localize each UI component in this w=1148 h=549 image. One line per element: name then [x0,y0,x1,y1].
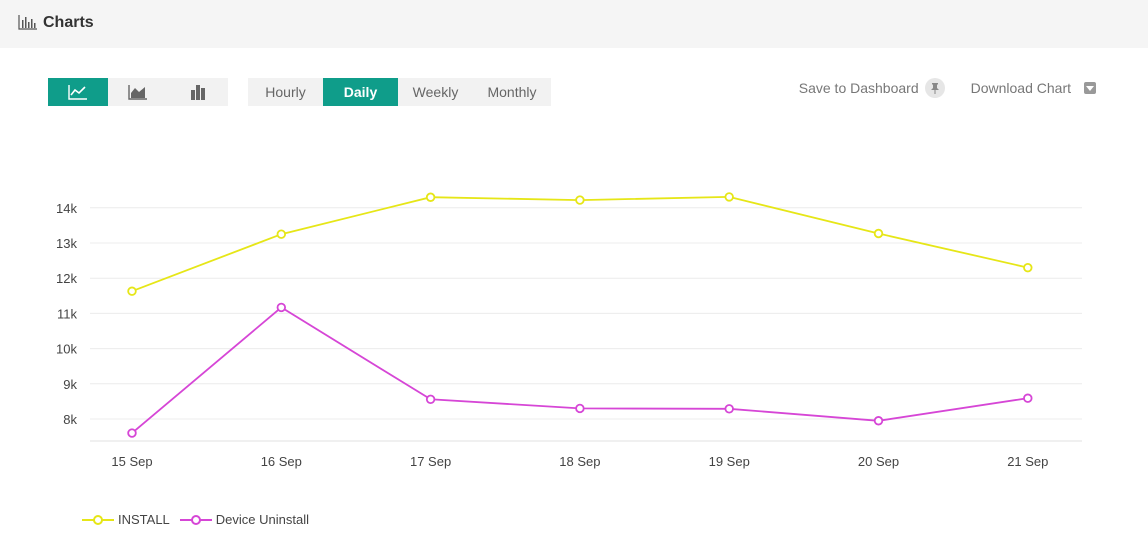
data-point[interactable] [873,228,884,239]
data-point[interactable] [724,192,734,202]
series-line-install [131,195,1029,293]
header-bar: Charts [0,0,1148,48]
y-tick-label: 13k [56,236,77,251]
bar-chart-icon [18,15,37,30]
area-chart-button[interactable] [108,78,168,106]
y-tick-label: 9k [63,377,77,392]
data-point[interactable] [425,192,436,202]
area-chart-icon [128,85,147,100]
data-point[interactable] [276,229,286,239]
legend-label-device-uninstall: Device Uninstall [215,512,309,527]
data-point[interactable] [1023,393,1033,403]
data-point[interactable] [575,195,585,205]
tab-monthly[interactable]: Monthly [487,84,537,100]
legend-item-install[interactable]: INSTALL [82,512,170,527]
y-tick-label: 10k [56,342,77,357]
data-point[interactable] [127,286,137,296]
chevron-down-icon [1084,82,1096,94]
tab-daily[interactable]: Daily [323,78,398,106]
x-tick-label: 21 Sep [1007,454,1048,469]
legend-label-install: INSTALL [118,512,170,527]
save-to-dashboard-label: Save to Dashboard [798,80,919,96]
tab-hourly[interactable]: Hourly [265,84,306,100]
bar-chart-icon [191,85,205,100]
y-tick-label: 11k [57,306,77,321]
legend-marker-device-uninstall [179,514,212,525]
x-tick-label: 16 Sep [261,454,302,469]
download-chart-label: Download Chart [970,80,1071,96]
series-line-device-uninstall [131,306,1028,434]
pin-icon [924,78,945,98]
page-title: Charts [43,14,94,31]
granularity-switcher: Hourly Daily Weekly Monthly [248,78,551,106]
chart-type-switcher [48,78,228,106]
x-tick-label: 19 Sep [709,454,750,469]
download-chart-button[interactable]: Download Chart [971,80,1096,96]
line-chart-button[interactable] [48,78,108,106]
line-chart: 8k 9k 10k 11k 12k 13k 14k 15 Sep 16 Sep 17 Sep 18… [56,192,1082,469]
x-tick-label: 15 Sep [111,454,152,469]
chart-actions: Save to Dashboard Download Chart [799,78,1096,98]
data-point[interactable] [276,302,286,313]
data-point[interactable] [1023,262,1033,273]
tab-weekly[interactable]: Weekly [412,84,459,100]
line-chart-icon [68,85,87,100]
x-tick-label: 18 Sep [559,454,600,469]
save-to-dashboard-button[interactable]: Save to Dashboard [799,78,945,98]
y-tick-label: 8k [63,412,77,427]
data-point[interactable] [724,404,734,414]
y-tick-label: 12k [56,271,77,286]
legend-marker-install [82,514,114,525]
x-tick-label: 20 Sep [858,454,899,469]
bar-chart-button[interactable] [168,78,228,106]
y-tick-label: 14k [56,201,77,216]
data-point[interactable] [127,428,137,438]
x-tick-label: 17 Sep [410,454,451,469]
chart-legend: INSTALL Device Uninstall [82,512,319,527]
data-point[interactable] [873,416,884,426]
legend-item-device-uninstall[interactable]: Device Uninstall [179,512,309,527]
data-point[interactable] [425,394,436,404]
data-point[interactable] [575,403,585,414]
